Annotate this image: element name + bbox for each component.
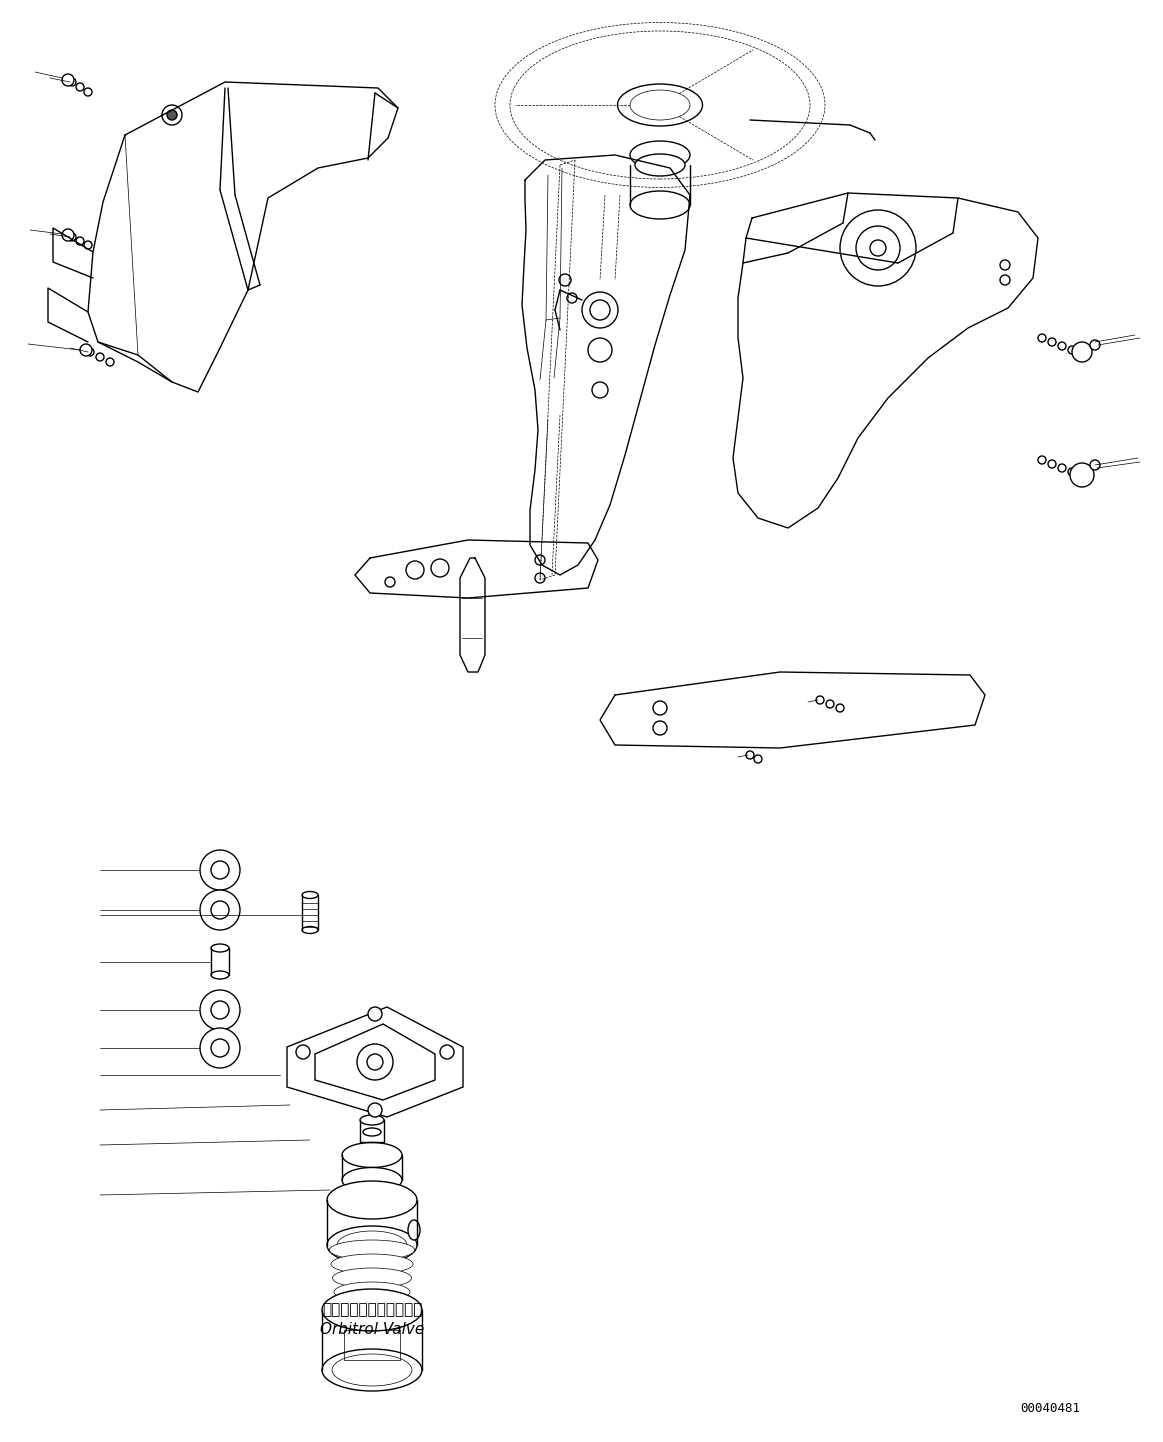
- Circle shape: [200, 890, 240, 930]
- Circle shape: [406, 561, 424, 580]
- Circle shape: [754, 756, 762, 763]
- Circle shape: [167, 110, 177, 120]
- Circle shape: [368, 1103, 381, 1118]
- Ellipse shape: [408, 1220, 420, 1240]
- Circle shape: [836, 704, 844, 712]
- Ellipse shape: [342, 1168, 402, 1193]
- Circle shape: [1070, 463, 1094, 487]
- Circle shape: [1000, 275, 1009, 286]
- Circle shape: [816, 696, 825, 704]
- Ellipse shape: [211, 970, 229, 979]
- Circle shape: [1058, 464, 1066, 472]
- Circle shape: [106, 358, 114, 366]
- Circle shape: [870, 239, 886, 257]
- Circle shape: [80, 345, 92, 356]
- Circle shape: [1039, 456, 1046, 464]
- Circle shape: [162, 105, 181, 125]
- Circle shape: [200, 1028, 240, 1069]
- Circle shape: [385, 577, 395, 587]
- Circle shape: [1090, 460, 1100, 470]
- Circle shape: [1090, 340, 1100, 350]
- Circle shape: [590, 300, 611, 320]
- Ellipse shape: [630, 89, 690, 120]
- Ellipse shape: [331, 1255, 413, 1273]
- Circle shape: [67, 78, 76, 87]
- Circle shape: [840, 211, 916, 286]
- Circle shape: [535, 572, 545, 583]
- Polygon shape: [287, 1007, 463, 1118]
- Ellipse shape: [211, 945, 229, 952]
- Text: オービットロールバルブ: オービットロールバルブ: [322, 1302, 422, 1318]
- Ellipse shape: [302, 891, 317, 898]
- Ellipse shape: [327, 1181, 418, 1218]
- Circle shape: [200, 849, 240, 890]
- Circle shape: [76, 236, 84, 245]
- Circle shape: [84, 88, 92, 97]
- Ellipse shape: [337, 1231, 407, 1259]
- Circle shape: [297, 1045, 311, 1058]
- Circle shape: [67, 234, 76, 241]
- Circle shape: [1072, 342, 1092, 362]
- Ellipse shape: [329, 1240, 414, 1260]
- Circle shape: [1068, 469, 1076, 476]
- Ellipse shape: [630, 190, 690, 219]
- Ellipse shape: [635, 154, 685, 176]
- Circle shape: [368, 1007, 381, 1021]
- Circle shape: [652, 701, 668, 715]
- Text: 00040481: 00040481: [1020, 1402, 1080, 1415]
- Text: Orbitrol Valve: Orbitrol Valve: [320, 1322, 424, 1338]
- Circle shape: [62, 229, 74, 241]
- Ellipse shape: [302, 927, 317, 933]
- Circle shape: [211, 861, 229, 880]
- Ellipse shape: [334, 1282, 411, 1302]
- Circle shape: [211, 1040, 229, 1057]
- Circle shape: [1000, 260, 1009, 270]
- Circle shape: [535, 555, 545, 565]
- Circle shape: [1068, 346, 1076, 353]
- Circle shape: [592, 382, 608, 398]
- Circle shape: [826, 699, 834, 708]
- Circle shape: [559, 274, 571, 286]
- Ellipse shape: [511, 30, 809, 179]
- Circle shape: [200, 991, 240, 1030]
- Circle shape: [582, 291, 618, 327]
- Circle shape: [652, 721, 668, 735]
- Circle shape: [588, 337, 612, 362]
- Ellipse shape: [331, 1354, 412, 1386]
- Circle shape: [62, 74, 74, 87]
- Ellipse shape: [363, 1128, 381, 1136]
- Circle shape: [1058, 342, 1066, 350]
- Circle shape: [97, 353, 104, 360]
- Circle shape: [211, 1001, 229, 1019]
- Circle shape: [84, 241, 92, 249]
- Circle shape: [86, 348, 94, 356]
- Circle shape: [440, 1045, 454, 1058]
- Ellipse shape: [630, 141, 690, 169]
- Ellipse shape: [322, 1289, 422, 1331]
- Circle shape: [211, 901, 229, 919]
- Ellipse shape: [361, 1115, 384, 1125]
- Circle shape: [1048, 460, 1056, 469]
- Ellipse shape: [333, 1268, 412, 1288]
- Ellipse shape: [618, 84, 702, 125]
- Circle shape: [856, 226, 900, 270]
- Circle shape: [568, 293, 577, 303]
- Polygon shape: [315, 1024, 435, 1100]
- Circle shape: [745, 751, 754, 758]
- Circle shape: [431, 559, 449, 577]
- Ellipse shape: [495, 23, 825, 187]
- Circle shape: [76, 84, 84, 91]
- Ellipse shape: [327, 1226, 418, 1265]
- Circle shape: [368, 1054, 383, 1070]
- Circle shape: [357, 1044, 393, 1080]
- Circle shape: [1048, 337, 1056, 346]
- Ellipse shape: [322, 1350, 422, 1392]
- Ellipse shape: [342, 1142, 402, 1168]
- Circle shape: [1039, 335, 1046, 342]
